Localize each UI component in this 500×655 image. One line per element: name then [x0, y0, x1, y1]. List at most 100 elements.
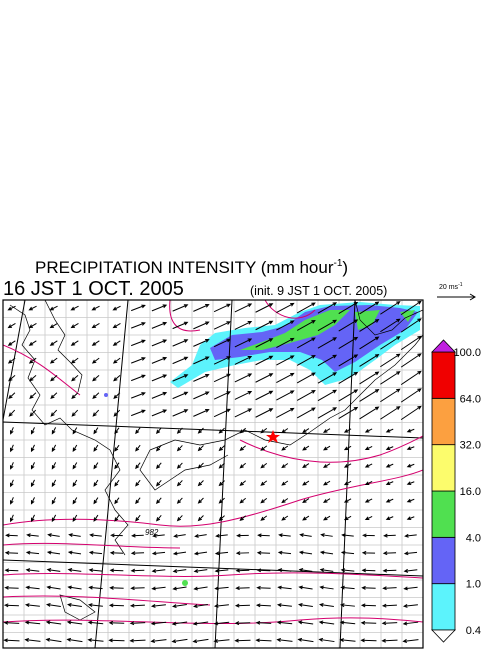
- wind-arrow: [88, 568, 103, 573]
- wind-arrow: [298, 602, 313, 608]
- wind-arrow: [131, 339, 146, 347]
- wind-arrow: [317, 354, 338, 367]
- wind-arrow: [135, 497, 141, 505]
- wind-arrow: [255, 620, 272, 625]
- wind-arrow: [406, 481, 415, 486]
- wind-arrow: [192, 638, 209, 644]
- wind-arrow: [380, 406, 401, 420]
- wind-arrow: [9, 497, 14, 505]
- wind-arrow: [359, 301, 380, 315]
- wind-arrow: [46, 550, 61, 555]
- wind-arrow: [339, 603, 355, 608]
- wind-arrow: [213, 338, 231, 348]
- wind-arrow: [8, 375, 16, 382]
- wind-arrow: [296, 372, 316, 384]
- wind-arrow: [317, 302, 338, 314]
- wind-arrow: [151, 374, 168, 382]
- wind-arrow: [317, 389, 338, 402]
- map-frame: [2, 299, 424, 649]
- wind-arrow: [359, 371, 380, 385]
- wind-arrow: [25, 585, 40, 590]
- wind-arrow: [25, 568, 40, 573]
- title-text: PRECIPITATION INTENSITY (mm hour: [35, 258, 334, 277]
- wind-arrow: [47, 533, 60, 538]
- wind-arrow: [91, 305, 100, 311]
- wind-arrow: [343, 445, 352, 451]
- wind-arrow: [214, 568, 229, 573]
- wind-arrow: [400, 388, 422, 403]
- wind-arrow: [214, 551, 229, 556]
- colorbar-label: 16.0: [460, 486, 481, 498]
- wind-arrow: [234, 603, 250, 608]
- wind-arrow: [150, 621, 167, 626]
- wind-arrow: [51, 444, 57, 453]
- wind-arrow: [255, 303, 274, 313]
- wind-arrow: [176, 497, 183, 504]
- wind-arrow: [172, 304, 189, 312]
- wind-arrow: [87, 603, 103, 608]
- wind-arrow: [322, 463, 331, 468]
- wind-arrow: [30, 444, 35, 453]
- wind-arrow: [131, 357, 146, 364]
- wind-arrow: [359, 388, 380, 402]
- wind-arrow: [176, 462, 183, 469]
- wind-arrow: [260, 515, 268, 521]
- wind-arrow: [360, 638, 377, 643]
- wind-arrow: [359, 353, 380, 367]
- wind-arrow: [381, 638, 398, 643]
- wind-arrow: [239, 427, 246, 434]
- wind-arrow: [385, 516, 394, 521]
- wind-arrow: [29, 409, 37, 417]
- wind-arrow: [319, 602, 334, 607]
- wind-arrow: [218, 515, 225, 522]
- reference-vector-label: 20 ms-1: [439, 282, 463, 291]
- wind-arrow: [213, 373, 231, 383]
- wind-arrow: [51, 427, 57, 435]
- wind-arrow: [360, 603, 376, 608]
- wind-arrow: [404, 533, 417, 538]
- wind-arrow: [193, 409, 210, 417]
- wind-arrow: [298, 550, 313, 555]
- wind-arrow: [402, 603, 418, 608]
- wind-arrow: [71, 375, 79, 382]
- wind-arrow: [197, 427, 204, 434]
- colorbar-segment: [431, 397, 456, 446]
- wind-arrow: [343, 498, 352, 503]
- wind-arrow: [276, 390, 295, 401]
- wind-arrow: [214, 586, 229, 591]
- wind-arrow: [400, 370, 422, 386]
- wind-arrow: [91, 323, 100, 329]
- wind-arrow: [234, 373, 253, 383]
- wind-arrow: [276, 638, 293, 642]
- wind-arrow: [70, 357, 79, 364]
- init-time: (init. 9 JST 1 OCT. 2005): [250, 284, 387, 298]
- wind-arrow: [112, 305, 121, 311]
- wind-arrow: [110, 533, 123, 538]
- colorbar-segment: [431, 490, 456, 538]
- colorbar-label: 64.0: [460, 393, 481, 405]
- wind-arrow: [172, 391, 189, 400]
- wind-arrow: [218, 497, 225, 504]
- wind-arrow: [364, 498, 373, 503]
- wind-arrow: [406, 498, 415, 503]
- wind-arrow: [151, 321, 168, 329]
- wind-arrow: [380, 388, 401, 403]
- wind-arrow: [235, 586, 250, 591]
- wind-arrow: [277, 568, 292, 573]
- wind-arrow: [260, 462, 268, 469]
- wind-arrow: [302, 463, 310, 469]
- wind-arrow: [193, 586, 208, 591]
- wind-arrow: [193, 569, 208, 573]
- wind-arrow: [131, 374, 146, 382]
- wind-arrow: [297, 637, 314, 643]
- wind-arrow: [172, 374, 189, 382]
- wind-arrow: [341, 533, 354, 538]
- wind-arrow: [193, 391, 210, 400]
- wind-arrow: [28, 305, 37, 311]
- wind-arrow: [343, 480, 352, 486]
- wind-arrow: [49, 323, 58, 329]
- colorbar-label: 32.0: [460, 440, 481, 452]
- wind-arrow: [51, 479, 57, 488]
- wind-arrow: [193, 339, 210, 347]
